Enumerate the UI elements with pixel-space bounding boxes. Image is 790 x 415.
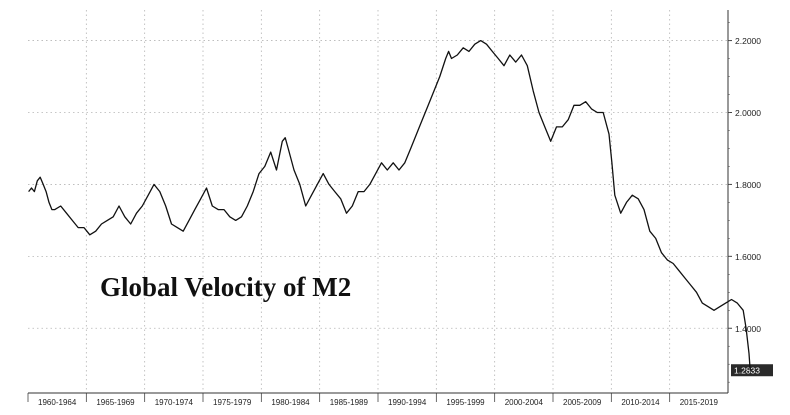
gridlines [28,10,729,393]
y-tick-label: 1.8000 [735,180,761,190]
y-tick-label: 2.0000 [735,108,761,118]
y-tick-label: 2.2000 [735,36,761,46]
series-line [28,39,751,371]
last-value-badge [731,364,773,377]
x-tick-label: 1995-1999 [446,398,485,407]
chart-title: Global Velocity of M2 [100,272,352,302]
x-tick-label: 2010-2014 [621,398,660,407]
x-tick-label: 1965-1969 [96,398,135,407]
x-tick-label: 1970-1974 [155,398,194,407]
x-tick-label: 2015-2019 [680,398,719,407]
series-layer [28,39,751,371]
y-axis: 1.4000 1.6000 1.8000 2.0000 2.2000 1.2833 [727,10,773,393]
y-tick-label: 1.6000 [735,252,761,262]
x-tick-label: 1985-1989 [330,398,369,407]
x-tick-label: 1960-1964 [38,398,77,407]
x-tick-label: 1980-1984 [271,398,310,407]
x-tick-label: 2000-2004 [505,398,544,407]
x-axis: 1960-1964 1965-1969 1970-1974 1975-1979 1980… [27,392,728,407]
y-tick-label: 1.4000 [735,324,761,334]
x-tick-label: 1975-1979 [213,398,252,407]
x-tick-label: 2005-2009 [563,398,602,407]
last-value-label: 1.2833 [734,366,760,376]
x-tick-label: 1990-1994 [388,398,427,407]
